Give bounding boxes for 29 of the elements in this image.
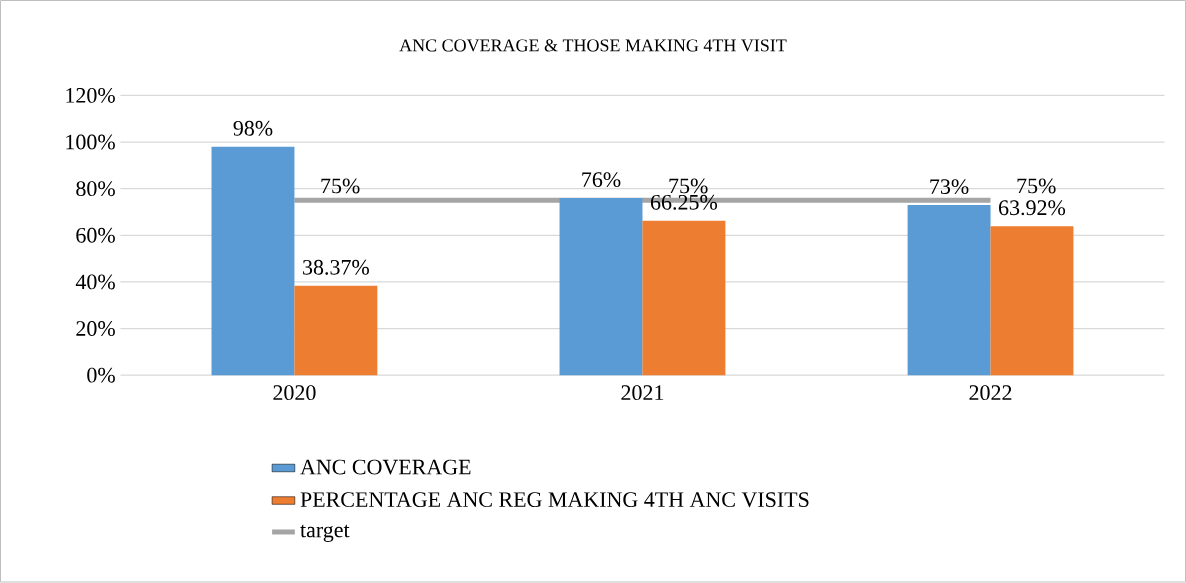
- y-tick-label: 100%: [66, 134, 115, 150]
- y-tick-label: 120%: [66, 88, 115, 104]
- legend-label: PERCENTAGE ANC REG MAKING 4TH ANC VISITS: [300, 492, 809, 508]
- bar: [294, 285, 378, 376]
- data-label: 75%: [321, 178, 360, 194]
- y-tick-label: 20%: [76, 321, 115, 337]
- legend-label: ANC COVERAGE: [300, 459, 471, 475]
- data-label: 98%: [233, 121, 273, 137]
- data-label: 73%: [930, 179, 969, 195]
- bar: [990, 226, 1074, 376]
- x-tick-label: 2021: [621, 385, 664, 401]
- data-label: 63.92%: [999, 200, 1066, 216]
- data-label: 75%: [1017, 178, 1056, 194]
- bar: [559, 198, 643, 376]
- x-tick-label: 2022: [969, 385, 1012, 401]
- data-label: 38.37%: [303, 260, 369, 276]
- y-tick-label: 40%: [75, 274, 115, 290]
- data-label: 75%: [669, 178, 708, 194]
- bar: [211, 146, 295, 376]
- y-tick-label: 0%: [87, 367, 115, 383]
- data-label: 76%: [582, 172, 621, 188]
- x-tick-label: 2020: [273, 385, 316, 401]
- chart-title: ANC COVERAGE & THOSE MAKING 4TH VISIT: [399, 39, 787, 52]
- data-label: 66.25%: [650, 195, 718, 211]
- bar: [642, 220, 726, 376]
- y-tick-label: 80%: [76, 181, 115, 197]
- legend-label: target: [300, 525, 350, 543]
- y-tick-label: 60%: [76, 228, 115, 243]
- bar: [907, 205, 991, 376]
